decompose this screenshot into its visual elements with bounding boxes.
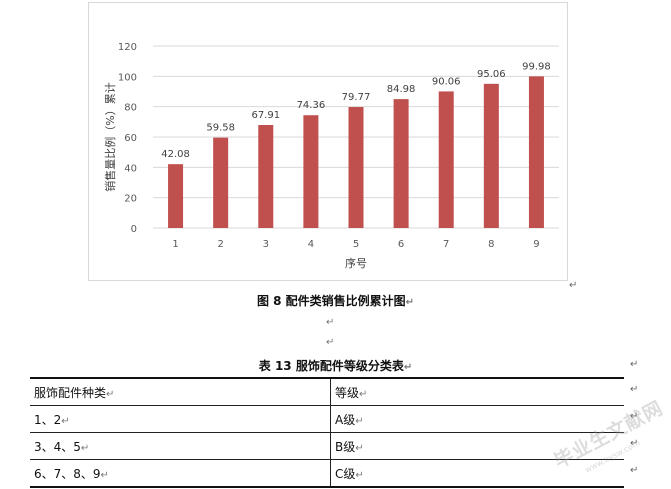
table-row: 3、4、5↵ B级↵ — [30, 432, 624, 460]
row-mark: ↵ — [630, 465, 639, 476]
table-cell: 6、7、8、9↵ — [30, 459, 331, 488]
bar — [438, 91, 454, 228]
cell-mark: ↵ — [355, 415, 364, 427]
y-tick-label: 120 — [118, 42, 137, 53]
y-tick-label: 100 — [118, 72, 137, 83]
bar-value-label: 42.08 — [161, 149, 190, 160]
table-cell: 1、2↵ — [30, 405, 331, 433]
table-cell: C级↵ — [330, 459, 624, 488]
bar-value-label: 84.98 — [387, 84, 416, 95]
paragraph-mark: ↵ — [326, 317, 335, 328]
cell-mark: ↵ — [61, 415, 70, 427]
bar-value-label: 99.98 — [522, 61, 551, 72]
y-tick-label: 20 — [124, 194, 137, 205]
x-tick-label: 2 — [217, 239, 223, 250]
table-cell: 3、4、5↵ — [30, 432, 331, 460]
bar — [303, 115, 319, 228]
figure-caption: 图 8 配件类销售比例累计图↵ — [0, 292, 671, 309]
cell-category: 6、7、8、9 — [34, 466, 101, 481]
table-row: 6、7、8、9↵ C级↵ — [30, 459, 624, 488]
table-header-row: 服饰配件种类↵ 等级↵ — [30, 377, 624, 406]
cell-mark: ↵ — [355, 442, 364, 454]
row-mark: ↵ — [630, 438, 639, 449]
row-mark: ↵ — [630, 384, 639, 395]
cumulative-sales-bar-chart: 0 20 40 60 80 100 120 42.08 1 59.58 2 67.91 3 74.36 4 7… — [103, 42, 559, 270]
x-axis-title: 序号 — [345, 256, 367, 270]
cell-mark: ↵ — [359, 388, 368, 400]
grade-classification-table: 服饰配件种类↵ 等级↵ 1、2↵ A级↵ 3、4、5↵ B级↵ 6、7、8、9↵… — [30, 377, 624, 488]
x-tick-label: 8 — [488, 239, 494, 250]
x-tick-label: 1 — [172, 239, 178, 250]
bar — [213, 137, 229, 228]
x-tick-label: 3 — [263, 239, 269, 250]
bar — [258, 125, 274, 228]
bar-value-label: 74.36 — [297, 100, 326, 111]
y-axis-title: 销售量比例（%）累计 — [103, 82, 117, 191]
table-header-cell: 等级↵ — [330, 377, 624, 406]
paragraph-mark: ↵ — [405, 297, 415, 308]
cell-mark: ↵ — [100, 469, 109, 481]
cell-category: 3、4、5 — [34, 439, 81, 454]
header-grade: 等级 — [335, 385, 360, 400]
bar-value-label: 79.77 — [342, 92, 371, 103]
y-tick-label: 60 — [124, 133, 137, 144]
row-mark: ↵ — [630, 411, 639, 422]
bar — [393, 99, 409, 228]
header-category: 服饰配件种类 — [34, 385, 107, 400]
bar-value-label: 90.06 — [432, 76, 461, 87]
table-row: 1、2↵ A级↵ — [30, 405, 624, 433]
cell-mark: ↵ — [106, 388, 115, 400]
x-tick-label: 6 — [398, 239, 404, 250]
bar — [528, 76, 544, 228]
paragraph-mark: ↵ — [630, 359, 639, 370]
table-cell: B级↵ — [330, 432, 624, 460]
paragraph-mark: ↵ — [569, 280, 578, 291]
y-tick-label: 40 — [124, 163, 137, 174]
figure-caption-text: 图 8 配件类销售比例累计图 — [256, 294, 406, 308]
cell-mark: ↵ — [355, 469, 364, 481]
table-caption-text: 表 13 服饰配件等级分类表 — [258, 359, 404, 373]
x-tick-label: 4 — [308, 239, 314, 250]
table-caption: 表 13 服饰配件等级分类表↵ — [0, 357, 671, 374]
x-tick-label: 9 — [533, 239, 539, 250]
cell-grade: C级 — [335, 466, 356, 481]
cell-category: 1、2 — [34, 412, 62, 427]
chart-container: 0 20 40 60 80 100 120 42.08 1 59.58 2 67.91 3 74.36 4 7… — [88, 2, 568, 281]
bar-value-label: 67.91 — [251, 110, 280, 121]
cell-grade: B级 — [335, 439, 356, 454]
x-tick-label: 7 — [443, 239, 449, 250]
paragraph-mark: ↵ — [326, 337, 335, 348]
bar — [348, 107, 364, 228]
cell-mark: ↵ — [80, 442, 90, 454]
bar-value-label: 95.06 — [477, 69, 506, 80]
table-cell: A级↵ — [330, 405, 624, 433]
bar-value-label: 59.58 — [206, 123, 235, 134]
y-tick-label: 0 — [131, 224, 137, 235]
y-tick-label: 80 — [124, 103, 137, 114]
paragraph-mark: ↵ — [403, 362, 413, 373]
bar — [168, 164, 184, 228]
cell-grade: A级 — [335, 412, 356, 427]
table-header-cell: 服饰配件种类↵ — [30, 377, 331, 406]
x-tick-label: 5 — [353, 239, 359, 250]
bar — [483, 83, 499, 228]
